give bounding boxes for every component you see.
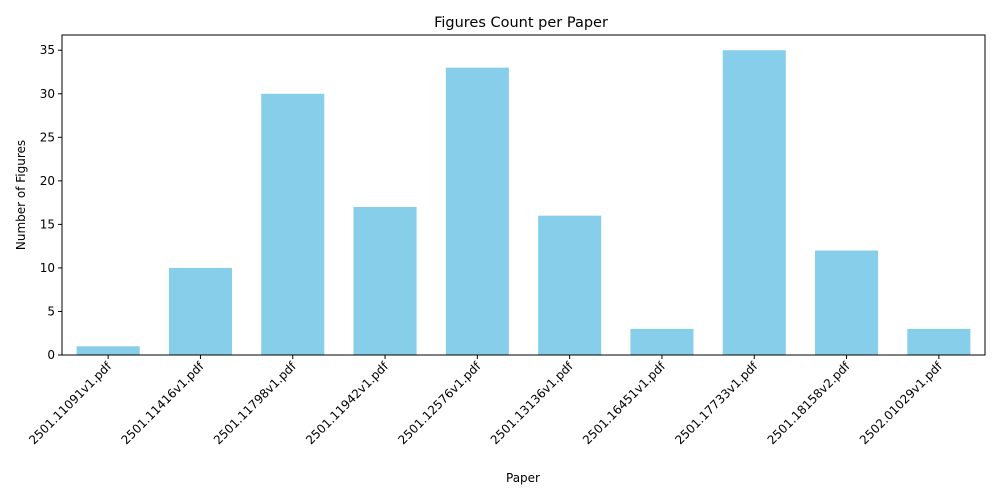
bar-2501.11798v1.pdf xyxy=(261,93,325,355)
y-tick-label: 30 xyxy=(40,87,55,101)
bar-2501.11091v1.pdf xyxy=(76,346,140,355)
bar-2501.11942v1.pdf xyxy=(353,206,417,355)
bars-group xyxy=(76,50,971,355)
y-tick-label: 25 xyxy=(40,130,55,144)
plot-frame xyxy=(61,34,986,356)
chart-title: Figures Count per Paper xyxy=(434,15,608,31)
bar-2501.13136v1.pdf xyxy=(538,215,602,355)
y-tick-label: 20 xyxy=(40,174,55,188)
y-axis-label: Number of Figures xyxy=(14,140,28,250)
y-tick-label: 10 xyxy=(40,261,55,275)
y-tick-label: 15 xyxy=(40,217,55,231)
y-tick-label: 35 xyxy=(40,43,55,57)
bar-2501.12576v1.pdf xyxy=(445,67,509,355)
bar-2501.16451v1.pdf xyxy=(630,328,694,355)
y-tick-label: 0 xyxy=(47,348,55,362)
bar-2501.17733v1.pdf xyxy=(722,50,786,355)
bar-2501.11416v1.pdf xyxy=(168,267,232,355)
x-axis-label: Paper xyxy=(506,471,540,485)
y-tick-label: 5 xyxy=(47,304,55,318)
bar-2502.01029v1.pdf xyxy=(907,328,971,355)
bar-2501.18158v2.pdf xyxy=(815,250,879,355)
y-axis: 0 5 10 15 20 25 30 35 xyxy=(40,43,62,362)
